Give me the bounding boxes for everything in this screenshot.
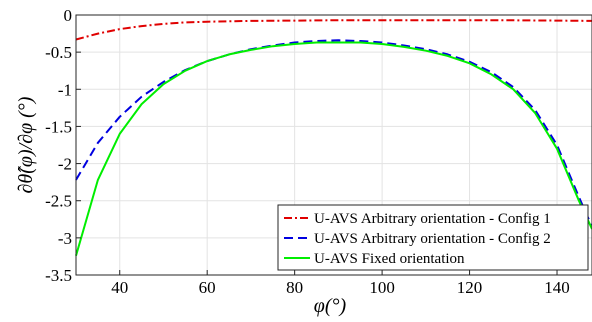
- y-tick-label: -2: [58, 155, 72, 174]
- x-tick-label: 120: [457, 278, 483, 297]
- y-tick-label: 0: [64, 6, 73, 25]
- x-axis-label: φ(°): [314, 295, 347, 317]
- x-axis-ticks: 40 60 80 100 120 140: [111, 270, 570, 297]
- y-axis-ticks: 0 -0.5 -1 -1.5 -2 -2.5 -3 -3.5: [45, 6, 81, 285]
- x-tick-label: 80: [286, 278, 303, 297]
- legend-label-3: U-AVS Fixed orientation: [314, 251, 465, 267]
- legend-box: [277, 204, 589, 271]
- series-layer: [75, 19, 592, 256]
- y-tick-label: -1.5: [45, 117, 72, 136]
- y-tick-label: -2.5: [45, 192, 72, 211]
- series-line-3: [75, 41, 592, 256]
- legend-label-2: U-AVS Arbitrary orientation - Config 2: [314, 231, 551, 247]
- y-tick-label: -0.5: [45, 43, 72, 62]
- x-tick-label: 40: [111, 278, 128, 297]
- legend-label-1: U-AVS Arbitrary orientation - Config 1: [314, 211, 551, 227]
- legend: U-AVS Arbitrary orientation - Config 1 U-…: [277, 204, 589, 271]
- y-tick-label: -3.5: [45, 266, 72, 285]
- plot-frame: [75, 14, 592, 276]
- series-line-2: [75, 39, 592, 228]
- y-tick-label: -3: [58, 229, 72, 248]
- y-axis-label: ∂θ̂(φ)/∂φ (°): [15, 96, 37, 193]
- series-line-1: [75, 19, 592, 41]
- x-tick-label: 60: [199, 278, 216, 297]
- y-tick-label: -1: [58, 80, 72, 99]
- x-tick-label: 100: [369, 278, 395, 297]
- x-tick-label: 140: [544, 278, 570, 297]
